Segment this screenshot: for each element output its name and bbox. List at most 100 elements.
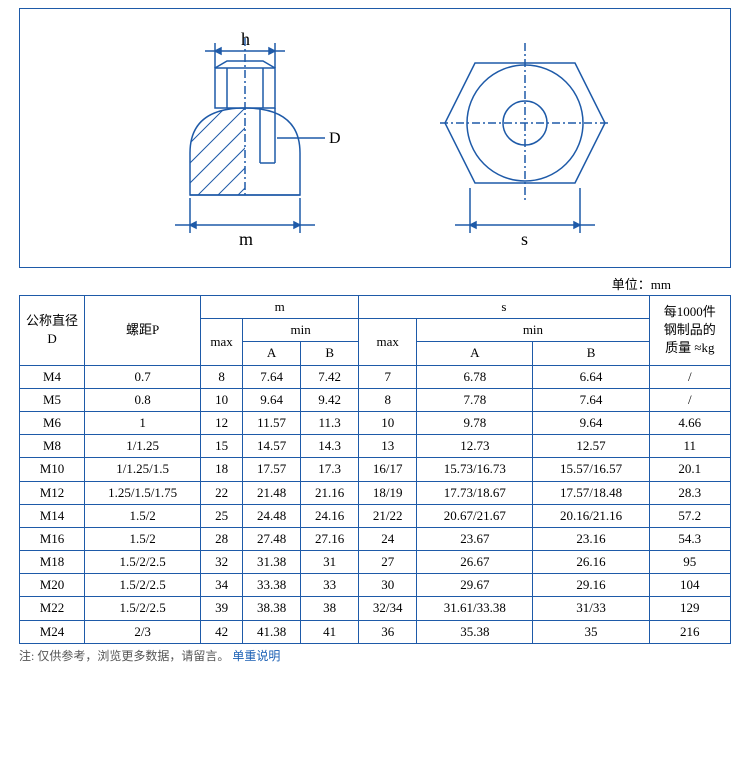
table-cell: 1.25/1.5/1.75 bbox=[85, 481, 201, 504]
table-row: M101/1.25/1.51817.5717.316/1715.73/16.73… bbox=[20, 458, 731, 481]
table-cell: 20.16/21.16 bbox=[533, 504, 649, 527]
table-cell: 16/17 bbox=[359, 458, 417, 481]
table-cell: 27.16 bbox=[301, 527, 359, 550]
table-cell: 32 bbox=[201, 551, 243, 574]
table-cell: M24 bbox=[20, 620, 85, 643]
footnote: 注: 仅供参考，浏览更多数据，请留言。 单重说明 bbox=[19, 647, 731, 664]
table-cell: 14.57 bbox=[243, 435, 301, 458]
table-cell: 1.5/2/2.5 bbox=[85, 574, 201, 597]
table-cell: 21.48 bbox=[243, 481, 301, 504]
table-cell: 9.64 bbox=[243, 388, 301, 411]
table-cell: 23.67 bbox=[417, 527, 533, 550]
table-cell: M22 bbox=[20, 597, 85, 620]
table-cell: 1/1.25 bbox=[85, 435, 201, 458]
table-cell: 26.16 bbox=[533, 551, 649, 574]
table-cell: 21/22 bbox=[359, 504, 417, 527]
footnote-link[interactable]: 单重说明 bbox=[232, 649, 280, 663]
table-cell: 7 bbox=[359, 365, 417, 388]
table-cell: / bbox=[649, 388, 730, 411]
table-cell: 15 bbox=[201, 435, 243, 458]
table-cell: M10 bbox=[20, 458, 85, 481]
table-row: M611211.5711.3109.789.644.66 bbox=[20, 411, 731, 434]
table-cell: 12.57 bbox=[533, 435, 649, 458]
table-cell: M16 bbox=[20, 527, 85, 550]
table-cell: 17.57 bbox=[243, 458, 301, 481]
table-cell: 17.57/18.48 bbox=[533, 481, 649, 504]
table-row: M242/34241.38413635.3835216 bbox=[20, 620, 731, 643]
table-cell: 9.78 bbox=[417, 411, 533, 434]
table-header: 每1000件钢制品的质量 ≈kg bbox=[649, 296, 730, 366]
table-cell: 36 bbox=[359, 620, 417, 643]
table-row: M201.5/2/2.53433.38333029.6729.16104 bbox=[20, 574, 731, 597]
table-cell: 104 bbox=[649, 574, 730, 597]
table-header: s bbox=[359, 296, 649, 319]
table-cell: 0.8 bbox=[85, 388, 201, 411]
table-cell: 8 bbox=[201, 365, 243, 388]
label-s: s bbox=[521, 229, 528, 249]
diagram-top-view: s bbox=[415, 23, 635, 253]
spec-table: 公称直径D螺距Pms每1000件钢制品的质量 ≈kgmaxminmaxminAB… bbox=[19, 295, 731, 644]
table-cell: 10 bbox=[359, 411, 417, 434]
table-cell: 17.3 bbox=[301, 458, 359, 481]
table-cell: 6.78 bbox=[417, 365, 533, 388]
table-header: min bbox=[243, 319, 359, 342]
table-header: A bbox=[243, 342, 301, 365]
table-row: M121.25/1.5/1.752221.4821.1618/1917.73/1… bbox=[20, 481, 731, 504]
table-cell: 27.48 bbox=[243, 527, 301, 550]
table-cell: 9.42 bbox=[301, 388, 359, 411]
table-cell: 31.38 bbox=[243, 551, 301, 574]
table-cell: 22 bbox=[201, 481, 243, 504]
table-cell: 14.3 bbox=[301, 435, 359, 458]
table-cell: 42 bbox=[201, 620, 243, 643]
table-cell: 24.16 bbox=[301, 504, 359, 527]
table-cell: 38 bbox=[301, 597, 359, 620]
table-cell: 1.5/2/2.5 bbox=[85, 597, 201, 620]
table-cell: M4 bbox=[20, 365, 85, 388]
table-cell: 24 bbox=[359, 527, 417, 550]
table-row: M181.5/2/2.53231.38312726.6726.1695 bbox=[20, 551, 731, 574]
table-header: B bbox=[301, 342, 359, 365]
table-cell: 7.78 bbox=[417, 388, 533, 411]
table-cell: 7.42 bbox=[301, 365, 359, 388]
table-cell: 4.66 bbox=[649, 411, 730, 434]
table-cell: 1.5/2/2.5 bbox=[85, 551, 201, 574]
label-h: h bbox=[241, 29, 250, 49]
table-cell: 17.73/18.67 bbox=[417, 481, 533, 504]
table-cell: M18 bbox=[20, 551, 85, 574]
table-cell: 12.73 bbox=[417, 435, 533, 458]
table-cell: 23.16 bbox=[533, 527, 649, 550]
table-row: M141.5/22524.4824.1621/2220.67/21.6720.1… bbox=[20, 504, 731, 527]
table-cell: 1/1.25/1.5 bbox=[85, 458, 201, 481]
table-cell: 1 bbox=[85, 411, 201, 434]
table-row: M50.8109.649.4287.787.64/ bbox=[20, 388, 731, 411]
table-cell: 13 bbox=[359, 435, 417, 458]
table-cell: 7.64 bbox=[243, 365, 301, 388]
table-cell: M8 bbox=[20, 435, 85, 458]
table-header: A bbox=[417, 342, 533, 365]
table-cell: 21.16 bbox=[301, 481, 359, 504]
table-cell: 9.64 bbox=[533, 411, 649, 434]
table-cell: 41 bbox=[301, 620, 359, 643]
table-cell: 27 bbox=[359, 551, 417, 574]
table-cell: 39 bbox=[201, 597, 243, 620]
table-cell: 31 bbox=[301, 551, 359, 574]
table-cell: 31.61/33.38 bbox=[417, 597, 533, 620]
table-cell: 216 bbox=[649, 620, 730, 643]
label-m: m bbox=[239, 229, 253, 249]
table-cell: M5 bbox=[20, 388, 85, 411]
table-header: 螺距P bbox=[85, 296, 201, 366]
table-cell: 54.3 bbox=[649, 527, 730, 550]
table-cell: 15.73/16.73 bbox=[417, 458, 533, 481]
table-row: M161.5/22827.4827.162423.6723.1654.3 bbox=[20, 527, 731, 550]
table-row: M221.5/2/2.53938.383832/3431.61/33.3831/… bbox=[20, 597, 731, 620]
table-cell: 11.3 bbox=[301, 411, 359, 434]
table-cell: 24.48 bbox=[243, 504, 301, 527]
table-cell: M14 bbox=[20, 504, 85, 527]
table-cell: / bbox=[649, 365, 730, 388]
table-header: min bbox=[417, 319, 649, 342]
table-cell: 29.67 bbox=[417, 574, 533, 597]
label-D: D bbox=[329, 130, 341, 147]
table-cell: 18 bbox=[201, 458, 243, 481]
table-cell: 35 bbox=[533, 620, 649, 643]
table-cell: 129 bbox=[649, 597, 730, 620]
